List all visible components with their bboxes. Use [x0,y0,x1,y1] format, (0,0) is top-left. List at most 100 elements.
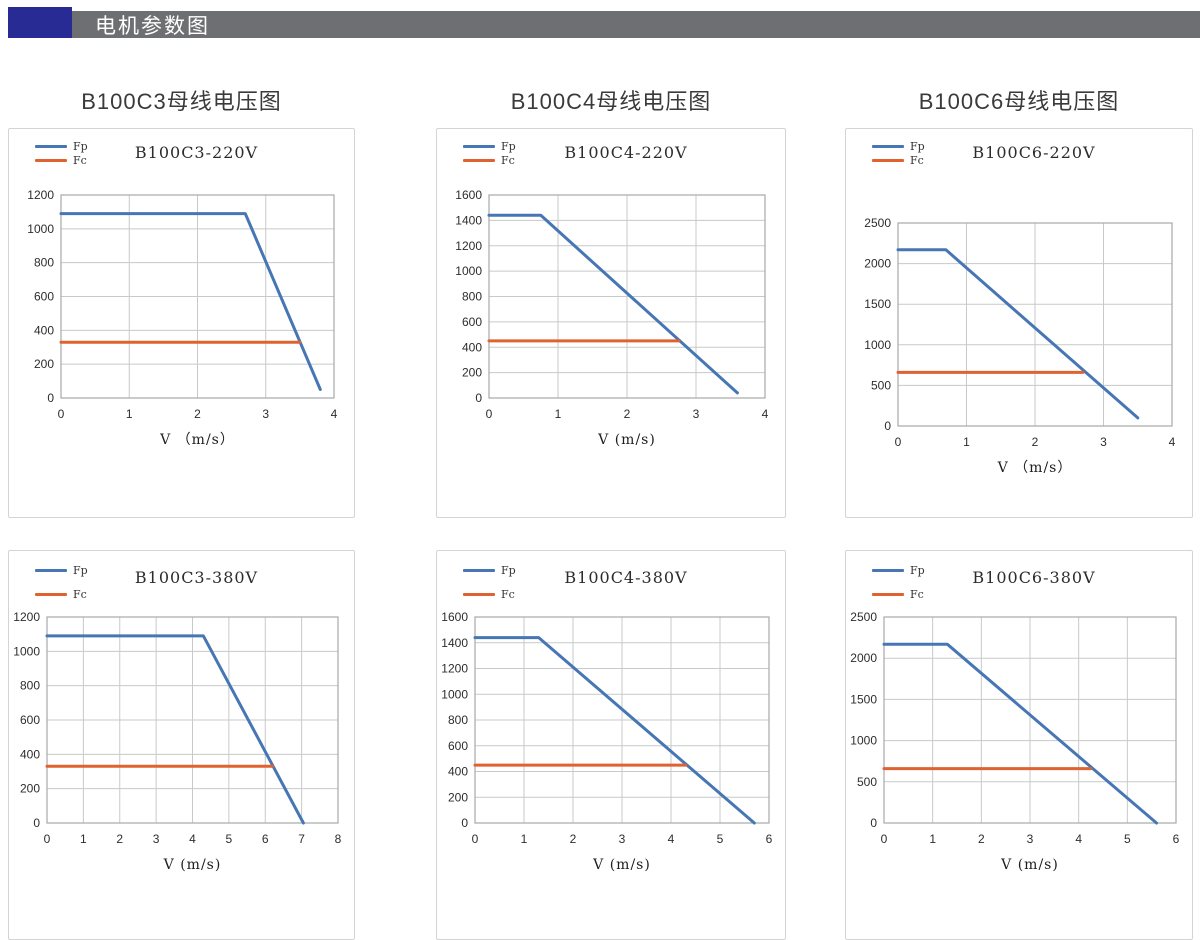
y-tick-label: 200 [20,782,40,796]
y-tick-label: 0 [475,391,482,405]
plot-area: 0 200 400 600 800 1000 1200 1400 1600 0 1 2 3 4 V (m/s… [455,188,769,448]
y-tick-label: 400 [34,323,54,337]
x-tick-label: 5 [226,832,233,846]
legend-label-fc: Fc [73,153,87,167]
y-tick-label: 800 [448,713,468,727]
y-tick-label: 400 [462,340,482,354]
fp-line-swatch [35,144,67,148]
legend-label-fc: Fc [910,153,924,167]
page-title: 电机参数图 [95,14,210,38]
x-tick-label: 2 [116,832,123,846]
x-tick-label: 2 [978,832,985,846]
chart-legend: Fp Fc [463,139,516,167]
legend-label-fp: Fp [73,563,88,577]
x-tick-label: 1 [126,407,133,421]
chart-title: B100C3-380V [134,568,259,587]
x-tick-label: 3 [619,832,626,846]
y-tick-label: 0 [461,816,468,830]
fp-line-swatch [463,144,495,148]
chart-legend: Fp Fc [463,564,516,601]
x-tick-label: 4 [1075,832,1082,846]
plot-area: 0 500 1000 1500 2000 2500 0 1 2 3 4 V （m/s） [864,216,1175,476]
x-tick-label: 0 [486,407,493,421]
chart-legend: Fp Fc [872,563,925,601]
fc-line-swatch [872,158,904,162]
y-tick-label: 400 [20,747,40,761]
column-title-b100c4: B100C4母线电压图 [510,89,712,114]
legend-label-fc: Fc [501,153,515,167]
series-line-fp [487,213,739,395]
x-tick-label: 2 [570,832,577,846]
plot-border [488,194,766,399]
x-tick-label: 0 [895,435,902,449]
column-title-b100c3: B100C3母线电压图 [81,89,282,114]
chart-legend: Fp Fc [35,140,88,167]
x-tick-label: 3 [1100,435,1107,449]
y-tick-label: 1000 [13,644,40,658]
y-tick-label: 1200 [441,662,468,676]
plot-border [474,616,770,824]
legend-item-fp: Fp [35,563,88,577]
x-tick-label: 4 [762,407,769,421]
fp-line-swatch [463,568,495,572]
fc-line-swatch [35,592,67,596]
y-tick-label: 800 [34,256,54,270]
fc-line-swatch [35,158,67,162]
legend-item-fc: Fc [463,587,516,601]
y-tick-label: 1500 [850,692,877,706]
x-tick-label: 7 [298,832,305,846]
plot-border [60,194,335,399]
chart-legend: Fp Fc [872,139,925,167]
legend-item-fc: Fc [463,153,516,167]
fc-line-swatch [463,592,495,596]
x-axis-label: V (m/s) [592,857,651,873]
y-tick-label: 200 [462,366,482,380]
legend-label-fp: Fp [910,139,925,153]
y-tick-label: 600 [448,739,468,753]
y-tick-label: 1000 [455,264,482,278]
x-tick-label: 1 [555,407,562,421]
y-tick-label: 800 [20,679,40,693]
x-tick-label: 3 [693,407,700,421]
y-tick-label: 600 [34,290,54,304]
chart-panel-b100c6-220v: Fp Fc B100C6-220V 0 500 1000 1500 2000 2500 0 1… [845,128,1193,518]
x-axis-label: V （m/s） [159,432,235,448]
y-tick-label: 1500 [864,297,891,311]
x-tick-label: 6 [766,832,773,846]
fp-line-swatch [872,568,904,572]
series-line-fp [45,634,305,825]
chart-panel-b100c3-220v: Fp Fc B100C3-220V 0 200 400 600 800 1000 1200 0… [8,128,355,518]
fp-line-swatch [872,144,904,148]
y-tick-label: 2000 [864,257,891,271]
y-tick-label: 600 [20,713,40,727]
y-tick-label: 0 [47,391,54,405]
series-line-fp [882,642,1158,825]
x-tick-label: 2 [194,407,201,421]
x-tick-label: 0 [881,832,888,846]
series-line-fp [59,212,322,391]
legend-item-fc: Fc [872,588,925,601]
y-tick-label: 1000 [441,687,468,701]
plot-border [897,222,1173,427]
series-line-fp [473,636,756,825]
legend-item-fc: Fc [35,588,88,601]
plot-border [46,616,339,824]
y-tick-label: 1400 [441,636,468,650]
y-tick-label: 200 [448,790,468,804]
y-tick-label: 600 [462,315,482,329]
fc-line-swatch [463,158,495,162]
x-tick-label: 4 [668,832,675,846]
chart-title: B100C4-220V [564,143,688,162]
legend-item-fp: Fp [463,564,516,577]
y-tick-label: 1200 [27,188,54,202]
legend-label-fc: Fc [501,587,515,601]
plot-area: 0 200 400 600 800 1000 1200 0 1 2 3 4 V （m/s） [27,188,337,448]
y-tick-label: 500 [857,775,877,789]
legend-label-fp: Fp [501,139,516,153]
chart-title: B100C4-380V [564,568,688,587]
legend-label-fp: Fp [910,563,925,577]
x-tick-label: 3 [1027,832,1034,846]
y-tick-label: 1600 [441,610,468,624]
chart-panel-b100c3-380v: Fp Fc B100C3-380V 0 200 400 600 800 1000 1200 0… [8,550,355,940]
y-tick-label: 1200 [455,239,482,253]
